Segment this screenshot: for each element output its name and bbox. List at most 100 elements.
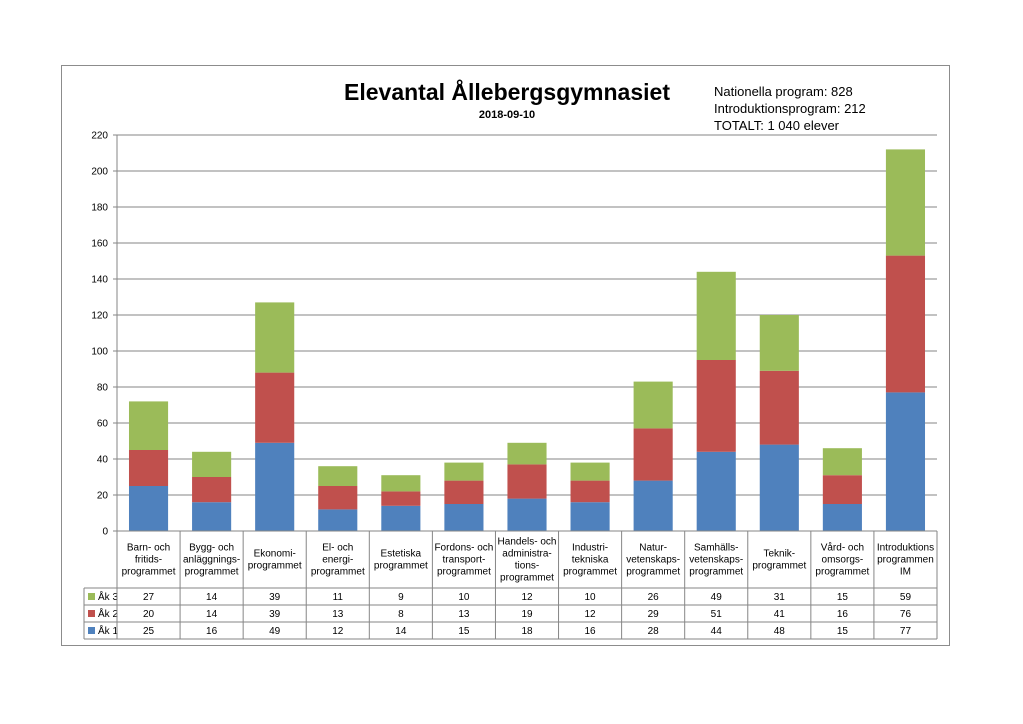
bar-segment (507, 498, 547, 531)
category-label: El- och (322, 543, 353, 554)
table-cell: 39 (269, 592, 281, 603)
table-cell: 12 (332, 626, 344, 637)
bar-segment (381, 505, 421, 531)
category-label: programmet (374, 561, 428, 572)
bar-segment (255, 302, 295, 373)
table-cell: 14 (206, 592, 218, 603)
chart-title: Elevantal Ållebergsgymnasiet (344, 78, 670, 105)
table-cell: 11 (333, 592, 344, 603)
table-cell: 16 (837, 609, 849, 620)
bar-segment (885, 255, 926, 393)
bar-segment (381, 491, 421, 506)
table-cell: 76 (900, 609, 912, 620)
category-label: Introduktions (877, 543, 934, 554)
table-cell: 12 (585, 609, 597, 620)
category-label: Industri- (572, 543, 608, 554)
table-cell: 8 (398, 609, 404, 620)
table-cell: 49 (711, 592, 723, 603)
table-cell: 26 (648, 592, 660, 603)
table-cell: 13 (458, 609, 470, 620)
bar-segment (822, 475, 862, 504)
bar-segment (192, 502, 232, 531)
table-cell: 9 (398, 592, 404, 603)
y-tick-label: 100 (91, 347, 108, 358)
table-cell: 27 (143, 592, 155, 603)
bar-segment (570, 462, 610, 481)
bar-segment (444, 504, 484, 531)
category-label: programmet (500, 573, 554, 584)
bar-segment (570, 480, 610, 503)
table-cell: 39 (269, 609, 281, 620)
category-label: IM (900, 567, 911, 578)
y-tick-label: 80 (97, 383, 109, 394)
table-cell: 51 (711, 609, 723, 620)
bar-segment (255, 372, 295, 443)
table-cell: 25 (143, 626, 155, 637)
category-label: omsorgs- (822, 555, 864, 566)
bar-segment (381, 475, 421, 492)
category-label: programmet (311, 567, 365, 578)
category-label: vetenskaps- (689, 555, 743, 566)
category-label: Natur- (639, 543, 667, 554)
table-cell: 12 (521, 592, 533, 603)
y-tick-label: 0 (102, 527, 108, 538)
bar-segment (570, 502, 610, 531)
category-label: programmet (437, 567, 491, 578)
bar-segment (759, 315, 799, 371)
bar-segment (128, 486, 169, 531)
chart-frame: Elevantal Ållebergsgymnasiet 2018-09-10 … (61, 65, 950, 646)
table-cell: 16 (585, 626, 597, 637)
bar-segment (507, 442, 547, 465)
bar-segment (696, 271, 736, 360)
y-tick-label: 220 (91, 131, 108, 142)
info-introduction: Introduktionsprogram: 212 (714, 101, 866, 116)
bars (128, 149, 926, 531)
info-total: TOTALT: 1 040 elever (714, 118, 840, 133)
legend-key (88, 610, 95, 617)
y-axis-ticks: 0 20 40 60 80 100 120 140 160 180 200 220 (91, 131, 108, 538)
category-label: Estetiska (381, 549, 422, 560)
table-cell: 29 (648, 609, 660, 620)
category-label: tekniska (572, 555, 609, 566)
stacked-bar-chart: Elevantal Ållebergsgymnasiet 2018-09-10 … (83, 78, 938, 640)
category-label: programmen (877, 555, 934, 566)
table-cell: 20 (143, 609, 155, 620)
table-cell: 77 (900, 626, 912, 637)
category-label: Fordons- och (434, 543, 493, 554)
category-label: programmet (248, 561, 302, 572)
category-label: energi- (322, 555, 353, 566)
bar-segment (318, 486, 358, 510)
y-tick-label: 120 (91, 311, 108, 322)
table-cell: 49 (269, 626, 281, 637)
table-cell: 15 (837, 626, 849, 637)
bar-segment (885, 149, 926, 256)
table-cell: 14 (395, 626, 407, 637)
category-label: administra- (502, 549, 551, 560)
legend-label: Åk 1 (98, 624, 118, 637)
table-cell: 10 (585, 592, 597, 603)
bar-segment (444, 480, 484, 504)
legend-key (88, 627, 95, 634)
legend-label: Åk 2 (98, 607, 118, 620)
table-cell: 14 (206, 609, 218, 620)
bar-segment (885, 392, 926, 531)
category-label: Bygg- och (189, 543, 234, 554)
bar-segment (128, 401, 169, 450)
legend-key (88, 593, 95, 600)
bar-segment (822, 504, 862, 531)
table-cell: 15 (837, 592, 849, 603)
table-cell: 48 (774, 626, 786, 637)
category-label: Barn- och (127, 543, 170, 554)
category-label: fritids- (135, 555, 162, 566)
category-label: programmet (122, 567, 176, 578)
bar-segment (318, 509, 358, 531)
bar-segment (822, 448, 862, 476)
y-tick-label: 40 (97, 455, 109, 466)
table-cell: 19 (521, 609, 533, 620)
category-label: transport- (443, 555, 486, 566)
table-cell: 13 (332, 609, 344, 620)
category-label: programmet (752, 561, 806, 572)
bar-segment (696, 360, 736, 452)
bar-segment (444, 462, 484, 481)
